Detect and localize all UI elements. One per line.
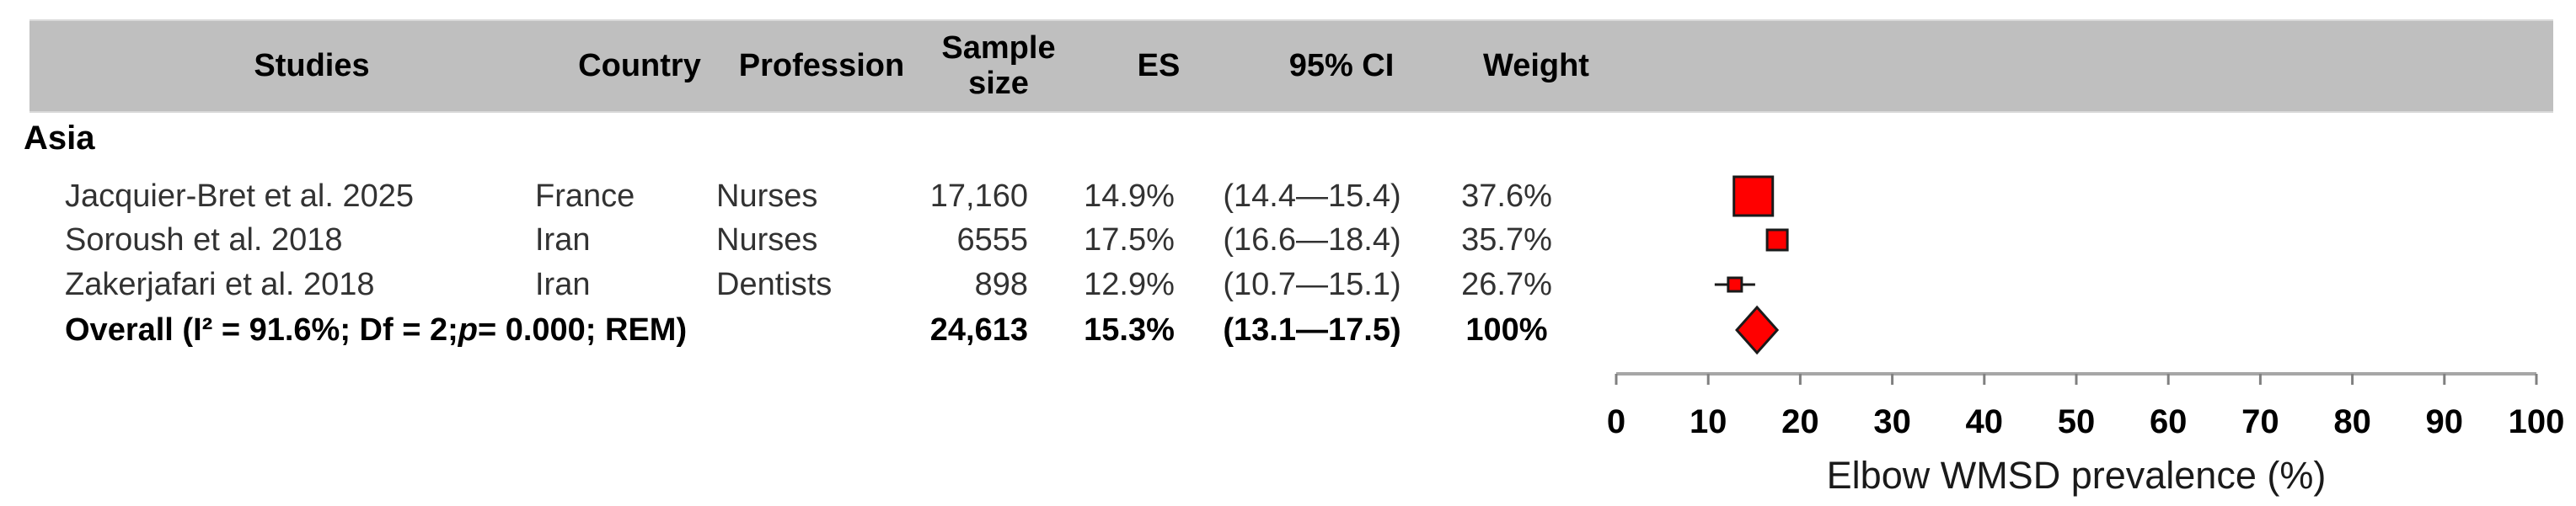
column-header-country: Country [578,47,701,83]
country-value: Iran [535,266,591,302]
column-header-sample-size: Sample size [941,30,1056,101]
overall-ci-value: (13.1—17.5) [1223,312,1401,348]
country-value: France [535,178,635,214]
weight-value: 37.6% [1461,178,1552,214]
forest-square-marker [1727,276,1743,293]
table-row: Jacquier-Bret et al. 2025 France Nurses … [0,174,1601,218]
column-header-profession: Profession [738,47,905,83]
sample-size-value: 6555 [956,221,1028,258]
x-axis-tick-label: 90 [2426,403,2464,440]
profession-value: Nurses [716,178,818,214]
column-header-weight: Weight [1483,47,1589,83]
x-axis-tick-label: 40 [1966,403,2004,440]
column-header-es: ES [1137,47,1181,83]
forest-diamond-marker [1735,305,1780,355]
forest-square-marker [1733,175,1775,217]
sample-size-value: 898 [974,266,1028,302]
table-row: Soroush et al. 2018 Iran Nurses 6555 17.… [0,218,1601,262]
overall-p-symbol: p [458,312,478,348]
overall-label-suffix: = 0.000; REM) [477,312,688,348]
x-axis-tick-label: 80 [2333,403,2371,440]
es-value: 17.5% [1084,221,1175,258]
x-axis-tick-label: 60 [2150,403,2188,440]
overall-sample-size-value: 24,613 [929,312,1028,348]
sample-size-value: 17,160 [929,178,1028,214]
es-value: 14.9% [1084,178,1175,214]
weight-value: 35.7% [1461,221,1552,258]
x-axis-tick-label: 70 [2241,403,2279,440]
forest-square-marker [1765,228,1789,252]
profession-value: Nurses [716,221,818,258]
column-header-studies: Studies [254,47,370,83]
overall-label: Overall (I² = 91.6%; Df = 2; p = 0.000; … [65,308,823,352]
table-row-overall: Overall (I² = 91.6%; Df = 2; p = 0.000; … [0,308,1601,352]
ci-value: (16.6—18.4) [1223,221,1401,258]
overall-es-value: 15.3% [1084,312,1175,348]
study-name: Soroush et al. 2018 [65,221,343,258]
group-label-asia: Asia [24,120,95,157]
country-value: Iran [535,221,591,258]
ci-value: (10.7—15.1) [1223,266,1401,302]
overall-weight-value: 100% [1465,312,1548,348]
study-name: Zakerjafari et al. 2018 [65,266,375,302]
x-axis-tick-label: 100 [2509,403,2565,440]
x-axis-tick-label: 30 [1873,403,1911,440]
x-axis-tick-label: 20 [1781,403,1819,440]
overall-label-prefix: Overall (I² = 91.6%; Df = 2; [65,312,458,348]
profession-value: Dentists [716,266,833,302]
es-value: 12.9% [1084,266,1175,302]
x-axis-tick-label: 10 [1690,403,1727,440]
ci-value: (14.4—15.4) [1223,178,1401,214]
x-axis-tick-label: 50 [2058,403,2096,440]
table-row: Zakerjafari et al. 2018 Iran Dentists 89… [0,263,1601,306]
x-axis-tick-label: 0 [1607,403,1625,440]
study-name: Jacquier-Bret et al. 2025 [65,178,415,214]
x-axis-title: Elbow WMSD prevalence (%) [1827,454,2327,497]
table-header-bar: Studies Country Profession Sample size E… [29,19,2553,113]
column-header-ci: 95% CI [1288,47,1395,83]
weight-value: 26.7% [1461,266,1552,302]
